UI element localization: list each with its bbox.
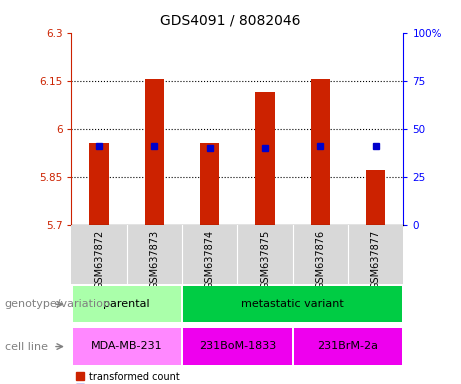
Legend: transformed count, percentile rank within the sample: transformed count, percentile rank withi… [77,372,254,384]
Bar [200,143,219,225]
Text: parental: parental [103,298,150,308]
Text: cell line: cell line [5,341,47,352]
Text: GSM637872: GSM637872 [94,229,104,289]
Bar [89,143,109,225]
Bar [255,92,275,225]
Text: GSM637876: GSM637876 [315,229,325,288]
Bar [72,286,181,323]
Text: 231BoM-1833: 231BoM-1833 [199,341,276,351]
Bar [183,328,292,365]
Text: GSM637873: GSM637873 [149,229,160,288]
Text: MDA-MB-231: MDA-MB-231 [91,341,163,351]
Text: 231BrM-2a: 231BrM-2a [318,341,378,351]
Bar [366,170,385,225]
Bar [72,328,181,365]
Text: GSM637874: GSM637874 [205,229,215,288]
Bar [183,286,402,323]
Text: GDS4091 / 8082046: GDS4091 / 8082046 [160,13,301,27]
Bar [311,79,330,225]
Text: GSM637877: GSM637877 [371,229,381,289]
Text: GSM637875: GSM637875 [260,229,270,289]
Bar [145,79,164,225]
Text: metastatic variant: metastatic variant [242,298,344,308]
Bar [294,328,402,365]
Text: genotype/variation: genotype/variation [5,299,111,310]
